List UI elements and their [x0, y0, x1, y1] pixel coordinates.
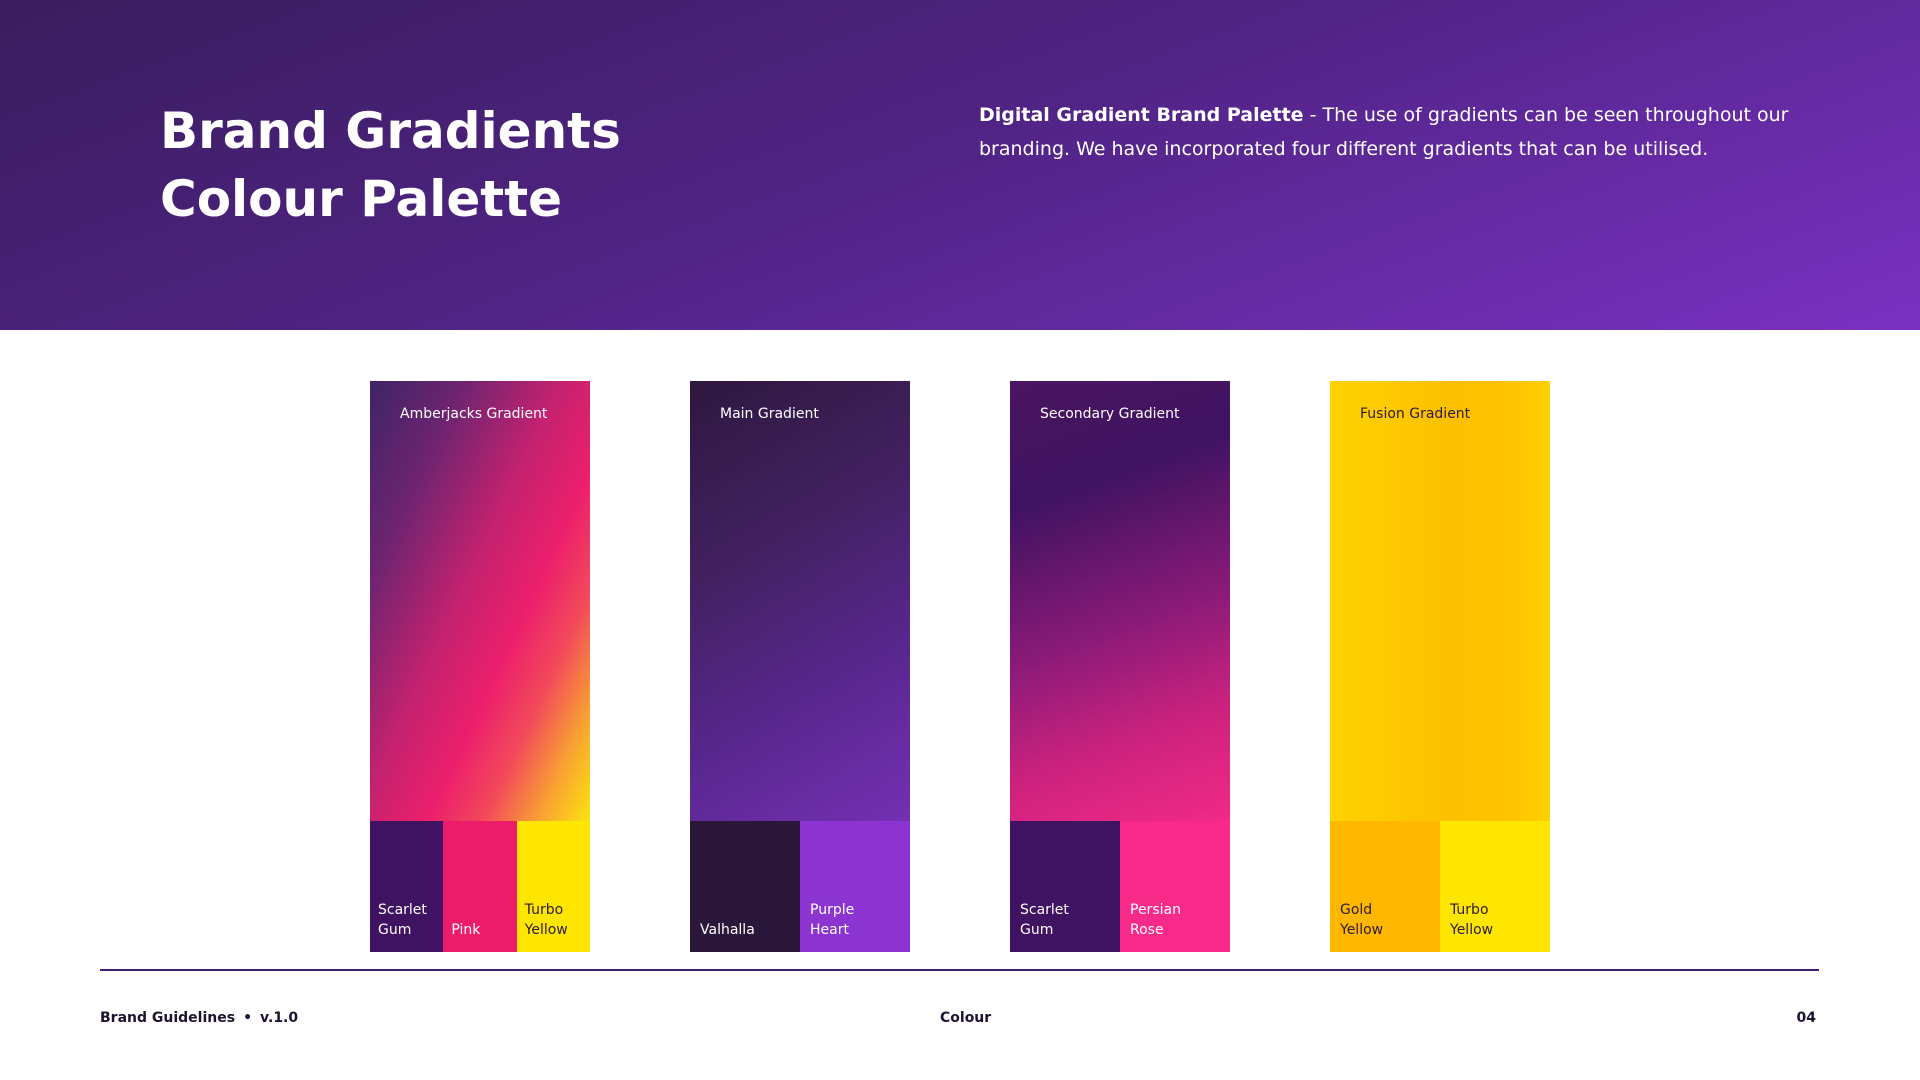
swatch-persian-rose: Persian Rose	[1120, 821, 1230, 952]
swatch-name: Scarlet Gum	[378, 902, 427, 938]
gradient-swatch-secondary	[1010, 381, 1230, 821]
swatch-pink: Pink	[443, 821, 517, 952]
description-text: - The use of gradients can be seen throu…	[979, 104, 1789, 160]
page-description: Digital Gradient Brand Palette - The use…	[979, 98, 1859, 166]
swatch-name: Persian Rose	[1130, 902, 1181, 938]
gradient-card-amberjacks: Amberjacks Gradient Scarlet Gum Pink Tur…	[370, 381, 590, 952]
title-line-2: Colour Palette	[160, 170, 563, 228]
page-title: Brand Gradients Colour Palette	[160, 97, 621, 233]
title-line-1: Brand Gradients	[160, 102, 621, 160]
description-heading: Digital Gradient Brand Palette	[979, 104, 1304, 126]
color-swatches: Valhalla Purple Heart	[690, 821, 910, 952]
swatch-name: Valhalla	[700, 922, 755, 938]
swatch-gold-yellow: Gold Yellow	[1330, 821, 1440, 952]
header-banner	[0, 0, 1920, 330]
color-swatches: Scarlet Gum Pink Turbo Yellow	[370, 821, 590, 952]
swatch-name: Turbo Yellow	[524, 902, 568, 938]
gradient-card-secondary: Secondary Gradient Scarlet Gum Persian R…	[1010, 381, 1230, 952]
swatch-scarlet-gum: Scarlet Gum	[370, 821, 444, 952]
footer-brand-name: Brand Guidelines	[100, 1010, 236, 1026]
swatch-name: Purple Heart	[810, 902, 855, 938]
swatch-turbo-yellow: Turbo Yellow	[516, 821, 590, 952]
swatch-turbo-yellow: Turbo Yellow	[1440, 821, 1550, 952]
gradient-card-main: Main Gradient Valhalla Purple Heart	[690, 381, 910, 952]
footer-divider	[100, 969, 1819, 971]
footer-brand: Brand Guidelines • v.1.0	[100, 1010, 298, 1026]
swatch-scarlet-gum: Scarlet Gum	[1010, 821, 1120, 952]
swatch-name: Turbo Yellow	[1450, 902, 1494, 938]
page-number: 04	[1796, 1010, 1816, 1026]
gradient-label: Main Gradient	[720, 406, 819, 422]
gradient-label: Secondary Gradient	[1040, 406, 1180, 422]
swatch-name: Gold Yellow	[1340, 902, 1384, 938]
gradient-swatch-amberjacks	[370, 381, 590, 821]
swatch-name: Pink	[451, 922, 481, 938]
gradient-label: Fusion Gradient	[1360, 406, 1471, 422]
gradient-card-fusion: Fusion Gradient Gold Yellow Turbo Yellow	[1330, 381, 1550, 952]
footer-separator: •	[243, 1010, 253, 1026]
footer-section: Colour	[940, 1010, 992, 1026]
gradient-swatch-fusion	[1330, 381, 1550, 821]
gradient-swatch-main	[690, 381, 910, 821]
gradient-label: Amberjacks Gradient	[400, 406, 548, 422]
swatch-purple-heart: Purple Heart	[800, 821, 910, 952]
color-swatches: Gold Yellow Turbo Yellow	[1330, 821, 1550, 952]
swatch-valhalla: Valhalla	[690, 821, 800, 952]
swatch-name: Scarlet Gum	[1020, 902, 1069, 938]
footer-version: v.1.0	[260, 1010, 299, 1026]
color-swatches: Scarlet Gum Persian Rose	[1010, 821, 1230, 952]
